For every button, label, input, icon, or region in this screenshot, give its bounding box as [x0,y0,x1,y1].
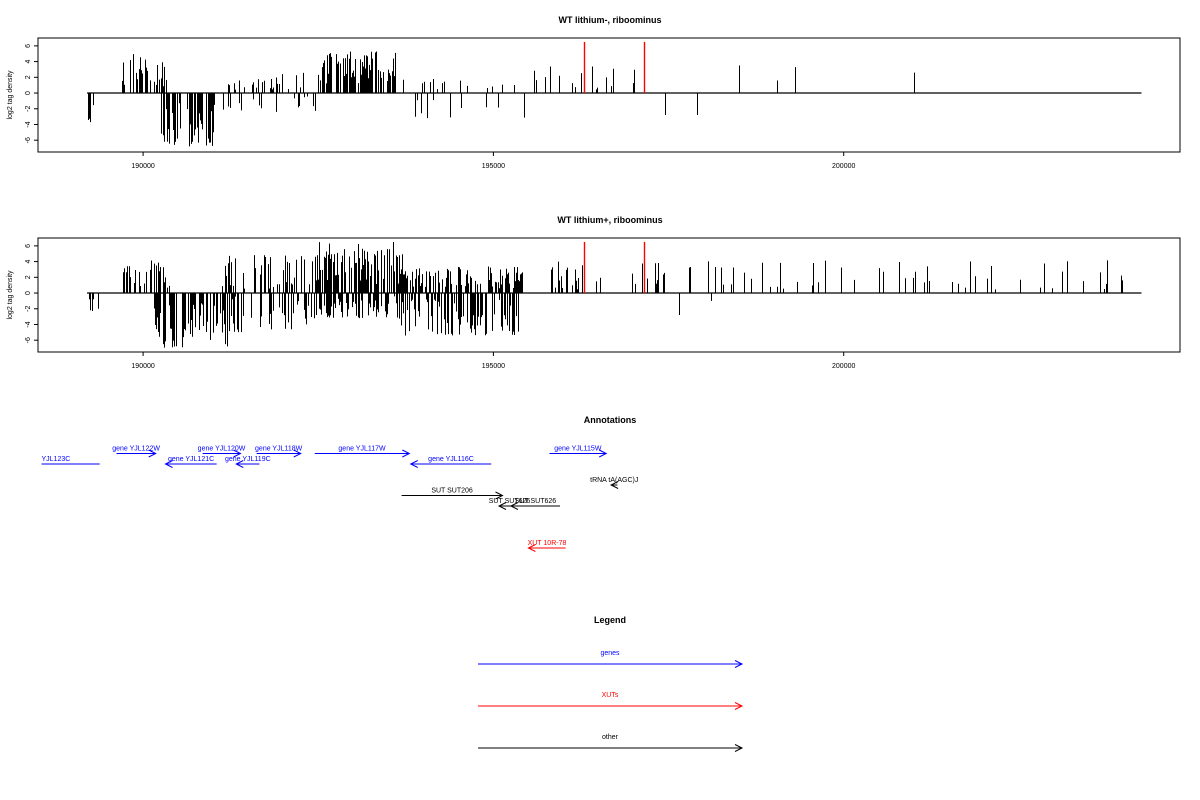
feature-label: SUT SUT626 [489,498,531,505]
legend-item: other [478,734,744,752]
feature-label: YJL123C [42,456,71,463]
arrow-head [235,460,244,468]
annotation-feature: XUT 10R-78 [527,540,567,552]
legend-item: genes [478,650,744,668]
feature-label: XUT 10R-78 [528,540,567,547]
feature-label: gene YJL116C [428,456,474,463]
feature-label: gene YJL115W [554,446,602,453]
signal-bars [87,242,1142,348]
arrow-head [497,502,507,510]
y-tick-label: 0 [25,291,32,295]
annotation-feature: gene YJL121C [164,456,217,468]
legend-items: genes XUTs other [478,650,744,752]
annotation-feature: gene YJL118W [255,446,303,458]
feature-label: gene YJL117W [338,446,386,453]
track-panel-lithium-plus: WT lithium+, riboominus log2 tag density… [7,215,1181,370]
highlight-bars [583,41,646,94]
arrow-head [293,449,302,458]
y-tick-label: 2 [25,75,32,79]
axis-ticks: -6 -4 -2 0 2 4 6 190000 195000 200000 [25,44,855,170]
y-axis-label: log2 tag density [7,270,14,320]
legend-label: XUTs [602,692,619,699]
y-tick-label: 4 [25,260,32,264]
feature-label: gene YJL118W [255,446,303,453]
feature-label: tRNA tA(AGC)J [590,477,638,484]
x-tick-label: 190000 [131,363,154,370]
arrow-head [734,702,744,710]
y-tick-label: -2 [25,106,32,112]
x-tick-label: 200000 [832,363,855,370]
annotation-feature: YJL123C [41,456,100,465]
arrow-head [402,449,411,458]
plot-frame [37,237,1181,353]
feature-label: gene YJL120W [198,446,246,453]
arrow-head [164,460,173,468]
feature-label: gene YJL121C [168,456,214,463]
legend-label: genes [600,650,620,657]
feature-label: SUT SUT626 [515,498,557,505]
arrow-head [148,449,157,458]
annotation-feature: gene YJL119C [225,456,271,468]
y-tick-label: -4 [25,121,32,127]
y-tick-label: -2 [25,306,32,312]
feature-layer: YJL123C gene YJL122W gene YJL121C gene YJL1… [41,446,638,552]
panel-title: WT lithium-, riboominus [559,15,662,25]
x-tick-label: 200000 [832,163,855,170]
annotation-feature: SUT SUT206 [401,488,504,500]
legend-title: Legend [594,615,626,625]
y-tick-label: 6 [25,44,32,48]
annotation-feature: tRNA tA(AGC)J [590,477,638,489]
annotation-feature: gene YJL120W [198,446,246,458]
highlight-bars [583,241,646,294]
y-tick-label: 4 [25,60,32,64]
arrow-head [409,460,418,468]
panel-title: WT lithium+, riboominus [557,215,662,225]
feature-label: gene YJL119C [225,456,271,463]
y-tick-label: -4 [25,321,32,327]
arrow-head [598,449,608,458]
signal-bars [87,51,1142,147]
annotation-feature: gene YJL116C [409,456,492,468]
y-tick-label: 2 [25,275,32,279]
arrow-head [233,449,242,458]
y-tick-label: 6 [25,244,32,248]
y-tick-label: -6 [25,337,32,343]
feature-label: gene YJL122W [112,446,160,453]
y-tick-label: 0 [25,91,32,95]
annotations-track: Annotations YJL123C gene YJL122W gene YJL1… [41,415,638,552]
arrow-head [495,491,504,500]
y-axis-label: log2 tag density [7,70,14,120]
x-tick-label: 195000 [482,363,505,370]
arrow-head [734,744,744,752]
track-panel-lithium-minus: WT lithium-, riboominus log2 tag density… [7,15,1181,170]
y-tick-label: -6 [25,137,32,143]
annotation-feature: gene YJL115W [549,446,608,458]
legend-label: other [602,734,619,741]
axis-ticks: -6 -4 -2 0 2 4 6 190000 195000 200000 [25,244,855,370]
legend: Legend genes XUTs other [478,615,744,752]
annotation-feature: gene YJL122W [112,446,160,458]
legend-item: XUTs [478,692,744,710]
x-tick-label: 190000 [131,163,154,170]
feature-label: SUT SUT206 [431,488,473,495]
annotations-title: Annotations [584,415,637,425]
annotation-feature: gene YJL117W [314,446,411,458]
arrow-head [734,660,744,668]
plot-frame [37,37,1181,153]
arrow-head [509,502,519,510]
arrow-head [609,481,619,489]
arrow-head [527,544,536,552]
annotation-feature: SUT SUT626 [509,498,560,510]
x-tick-label: 195000 [482,163,505,170]
